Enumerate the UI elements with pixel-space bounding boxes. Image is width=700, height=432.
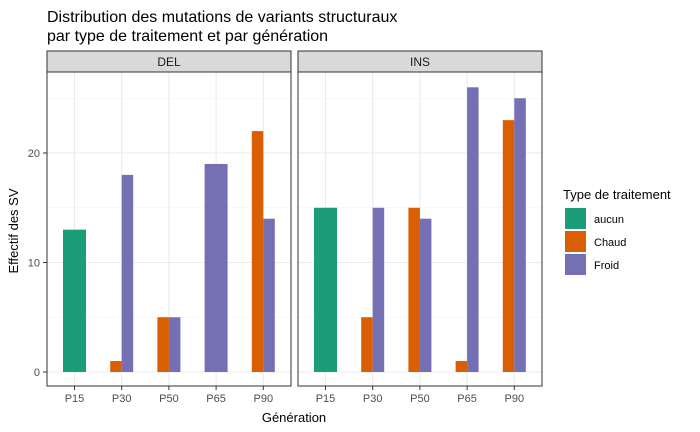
y-tick-label: 20 [28, 148, 40, 160]
bar-ins-p90-froid [514, 98, 526, 372]
x-axis-title: Génération [262, 410, 326, 425]
panel-ins: INS P15 P30 P50 P65 P90 [297, 50, 543, 405]
x-tick-label: P15 [65, 393, 85, 405]
bar-ins-p65-froid [467, 87, 479, 373]
bar-ins-p90-chaud [502, 120, 515, 373]
bar-ins-p30-froid [372, 207, 385, 372]
bar-ins-p65-chaud [455, 361, 468, 372]
bar-del-p30-chaud [110, 361, 122, 372]
x-tick-label: P65 [457, 393, 477, 405]
legend-label-aucun: aucun [594, 214, 624, 226]
bar-ins-p30-chaud [361, 317, 373, 372]
bar-ins-p50-froid [419, 218, 432, 372]
x-tick-label: P50 [159, 393, 179, 405]
bar-del-p50-chaud [157, 317, 169, 372]
x-tick-label: P30 [112, 393, 132, 405]
bar-del-p50-froid [168, 317, 181, 372]
y-axis-title: Effectif des SV [6, 188, 21, 273]
legend-label-froid: Froid [594, 260, 619, 272]
bar-del-p15-aucun [63, 229, 86, 372]
legend-label-chaud: Chaud [594, 237, 626, 249]
bar-del-p65-froid [204, 163, 228, 372]
chart-title-line-2: par type de traitement et par génération [47, 28, 328, 45]
legend-key-aucun [565, 208, 586, 229]
y-tick-label: 0 [34, 367, 40, 379]
y-axis: 0 10 20 [28, 148, 47, 379]
panel-del: DEL P15 P30 P50 P65 P90 [46, 50, 292, 405]
legend-key-froid [565, 254, 586, 275]
x-tick-label: P65 [206, 393, 226, 405]
facet-strip-label: DEL [157, 55, 181, 69]
legend: Type de traitement aucun Chaud Froid [563, 187, 671, 275]
legend-key-chaud [565, 231, 586, 252]
bar-ins-p15-aucun [314, 207, 337, 372]
x-tick-label: P15 [316, 393, 336, 405]
facet-panels: DEL P15 P30 P50 P65 P90 INS P15 P30 P50 P65 P90 0 10 2… [28, 50, 543, 405]
x-tick-label: P50 [410, 393, 430, 405]
x-tick-label: P90 [505, 393, 525, 405]
bar-ins-p50-chaud [408, 207, 420, 372]
bar-del-p30-froid [121, 174, 134, 372]
bar-del-p90-froid [263, 218, 275, 372]
y-tick-label: 10 [28, 258, 40, 270]
chart-title-line-1: Distribution des mutations de variants s… [47, 9, 397, 26]
x-tick-label: P90 [254, 393, 274, 405]
x-tick-label: P30 [363, 393, 383, 405]
facet-strip-label: INS [410, 55, 430, 69]
legend-title: Type de traitement [563, 187, 671, 202]
bar-del-p90-chaud [251, 131, 264, 372]
